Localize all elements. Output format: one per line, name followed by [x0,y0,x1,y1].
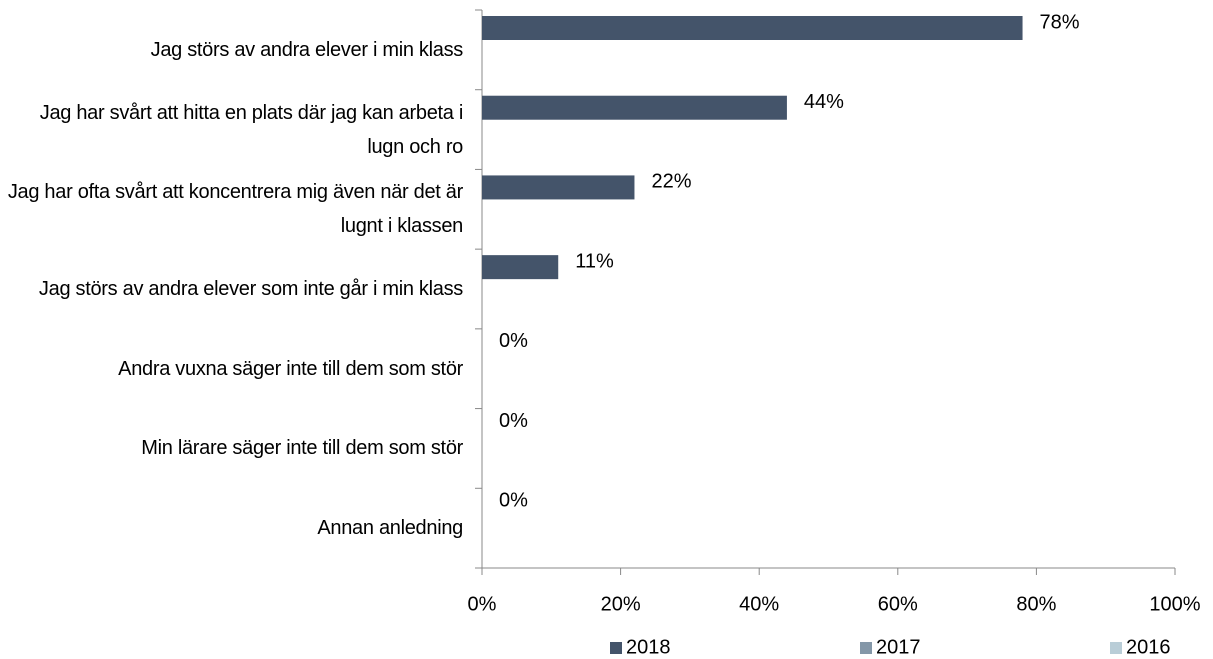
bar [482,95,787,120]
data-label: 11% [575,250,614,272]
legend-swatch [860,642,872,654]
y-tick-label: Min lärare säger inte till dem som stör [141,437,463,460]
x-tick-label: 60% [878,593,918,615]
legend-swatch [1110,642,1122,654]
y-tick-label: Annan anledning [317,517,463,540]
data-label: 78% [1040,11,1080,33]
y-tick-label: Andra vuxna säger inte till dem som stör [118,357,463,380]
x-tick-label: 40% [739,593,779,615]
bar [482,175,635,200]
data-label: 44% [804,91,844,113]
legend-label: 2017 [876,636,921,658]
data-label: 22% [651,171,691,193]
y-tick-label: Jag störs av andra elever som inte går i… [38,277,463,300]
y-tick-label: Jag har ofta svårt att koncentrera mig ä… [7,181,463,238]
y-tick-label: Jag har svårt att hitta en plats där jag… [39,101,464,158]
data-label: 0% [499,490,528,512]
data-label: 0% [499,410,528,432]
legend-swatch [610,642,622,654]
data-label: 0% [499,330,528,352]
x-tick-label: 0% [468,593,497,615]
x-tick-label: 100% [1149,593,1200,615]
legend-label: 2018 [626,636,671,658]
x-tick-label: 80% [1016,593,1056,615]
x-tick-label: 20% [601,593,641,615]
legend-label: 2016 [1126,636,1171,658]
bar [482,255,559,280]
y-tick-label: Jag störs av andra elever i min klass [150,38,464,61]
bar [482,16,1023,40]
